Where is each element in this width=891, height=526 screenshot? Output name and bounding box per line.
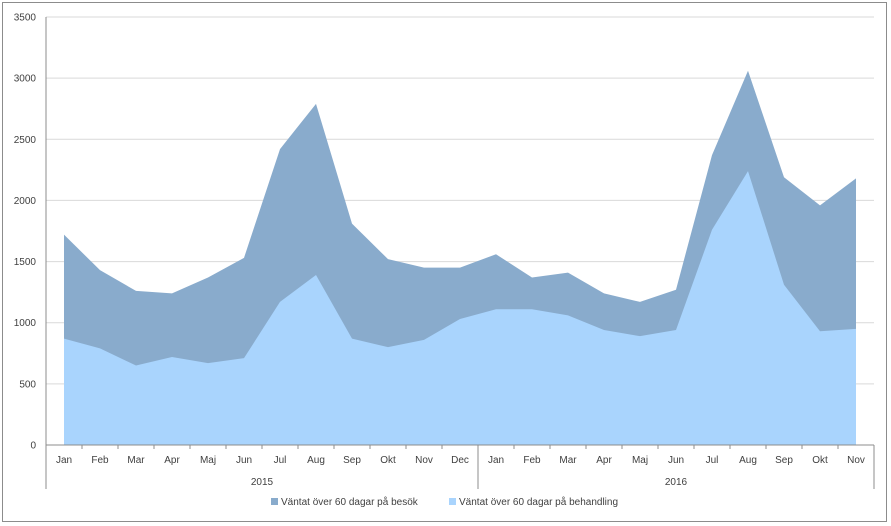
year-group-labels: 2015 2016 [251,477,688,488]
axes [45,17,875,489]
x-tick-4: Maj [200,455,216,466]
y-tick-3500: 3500 [14,13,37,24]
y-tick-1000: 1000 [14,318,37,329]
legend-swatch-besok [271,498,278,505]
x-tick-22: Nov [847,455,865,466]
x-tick-0: Jan [56,455,72,466]
x-tick-labels: Jan Feb Mar Apr Maj Jun Jul Aug Sep Okt Nov Dec Jan F… [56,455,865,466]
x-tick-11: Dec [451,455,469,466]
x-tick-19: Aug [739,455,757,466]
y-tick-0: 0 [30,441,36,452]
x-tick-12: Jan [488,455,504,466]
x-tick-20: Sep [775,455,793,466]
area-series-1 [64,171,856,445]
x-tick-18: Jul [706,455,719,466]
x-tick-21: Okt [812,455,828,466]
legend-swatch-behandling [449,498,456,505]
x-tick-3: Apr [164,455,180,466]
legend-label-behandling: Väntat över 60 dagar på behandling [459,496,618,508]
y-tick-500: 500 [19,379,36,390]
y-tick-2000: 2000 [14,196,37,207]
x-tick-13: Feb [523,455,541,466]
x-tick-16: Maj [632,455,648,466]
x-tick-1: Feb [91,455,109,466]
y-tick-1500: 1500 [14,257,37,268]
legend: Väntat över 60 dagar på besök Väntat öve… [271,496,618,508]
x-tick-9: Okt [380,455,396,466]
x-tick-15: Apr [596,455,612,466]
y-tick-3000: 3000 [14,74,37,85]
x-tick-2: Mar [127,455,145,466]
areas [64,70,856,445]
year-label-0: 2015 [251,477,274,488]
x-tick-5: Jun [236,455,252,466]
y-tick-labels: 0 500 1000 1500 2000 2500 3000 3500 [14,13,37,452]
year-label-1: 2016 [665,477,688,488]
x-tick-10: Nov [415,455,433,466]
y-tick-2500: 2500 [14,135,37,146]
x-tick-14: Mar [559,455,577,466]
x-tick-6: Jul [274,455,287,466]
legend-label-besok: Väntat över 60 dagar på besök [281,496,419,508]
x-tick-8: Sep [343,455,361,466]
x-tick-17: Jun [668,455,684,466]
x-tick-7: Aug [307,455,325,466]
